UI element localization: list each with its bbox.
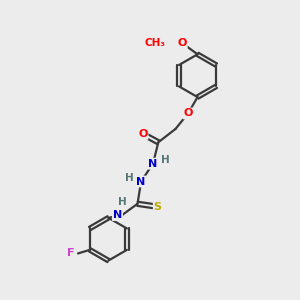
Text: H: H	[118, 197, 127, 207]
Text: N: N	[148, 159, 158, 169]
Text: S: S	[154, 202, 162, 212]
Text: CH₃: CH₃	[145, 38, 166, 48]
Text: N: N	[113, 210, 122, 220]
Text: H: H	[161, 155, 170, 165]
Text: N: N	[136, 176, 146, 187]
Text: O: O	[138, 129, 148, 139]
Text: O: O	[183, 108, 193, 118]
Text: H: H	[124, 173, 134, 183]
Text: F: F	[67, 248, 74, 258]
Text: O: O	[177, 38, 187, 48]
